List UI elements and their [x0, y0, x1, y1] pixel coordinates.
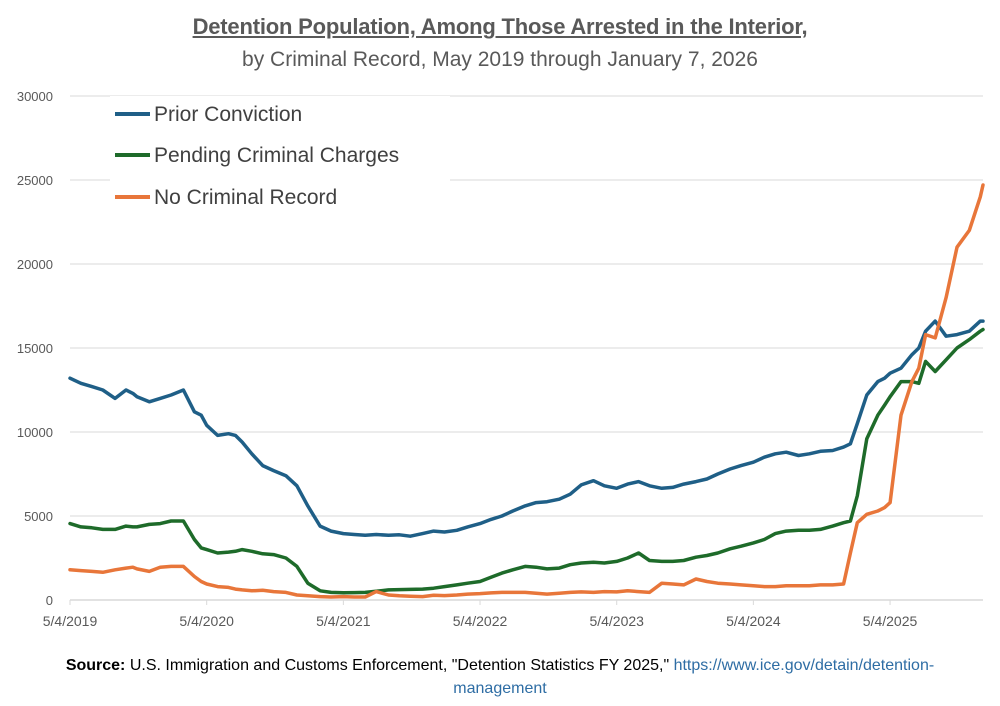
series-line-pending-criminal-charges [68, 327, 985, 595]
y-tick-label: 15000 [17, 341, 53, 356]
x-tick-label: 5/4/2021 [316, 613, 371, 629]
x-tick-label: 5/4/2023 [589, 613, 644, 629]
y-tick-label: 20000 [17, 257, 53, 272]
y-axis-ticks: 0 5000 10000 15000 20000 25000 30000 [17, 89, 53, 608]
series-lines [68, 183, 985, 599]
legend-label-no-criminal-record: No Criminal Record [154, 186, 337, 209]
source-link-part1[interactable]: https://www.ice.gov/detain/detention- [673, 657, 935, 674]
source-note: Source: U.S. Immigration and Customs Enf… [0, 654, 1000, 700]
y-tick-label: 10000 [17, 425, 53, 440]
source-text: U.S. Immigration and Customs Enforcement… [125, 657, 674, 674]
series-line-no-criminal-record [68, 183, 985, 599]
y-tick-label: 5000 [24, 509, 53, 524]
x-tick-label: 5/4/2022 [453, 613, 508, 629]
x-axis: 5/4/2019 5/4/2020 5/4/2021 5/4/2022 5/4/2023… [43, 599, 983, 629]
legend-item-prior-conviction: Prior Conviction [115, 103, 302, 126]
chart-title: Detention Population, Among Those Arrest… [192, 14, 808, 39]
series-line-prior-conviction [68, 319, 985, 538]
chart-subtitle: by Criminal Record, May 2019 through Jan… [242, 48, 758, 71]
legend-background [110, 96, 450, 216]
legend: Prior Conviction Pending Criminal Charge… [110, 96, 450, 216]
legend-label-pending-criminal-charges: Pending Criminal Charges [154, 144, 399, 167]
x-tick-label: 5/4/2019 [43, 613, 98, 629]
x-tick-label: 5/4/2024 [726, 613, 781, 629]
x-tick-label: 5/4/2020 [179, 613, 234, 629]
source-link[interactable]: https://www.ice.gov/detain/detention-man… [453, 657, 934, 697]
y-tick-label: 30000 [17, 89, 53, 104]
y-tick-label: 25000 [17, 173, 53, 188]
legend-label-prior-conviction: Prior Conviction [154, 103, 302, 126]
source-link-part2[interactable]: management [453, 680, 547, 697]
y-tick-label: 0 [46, 593, 53, 608]
source-label: Source: [65, 657, 126, 674]
legend-item-pending-criminal-charges: Pending Criminal Charges [115, 144, 399, 167]
x-tick-label: 5/4/2025 [863, 613, 918, 629]
legend-item-no-criminal-record: No Criminal Record [115, 186, 337, 209]
